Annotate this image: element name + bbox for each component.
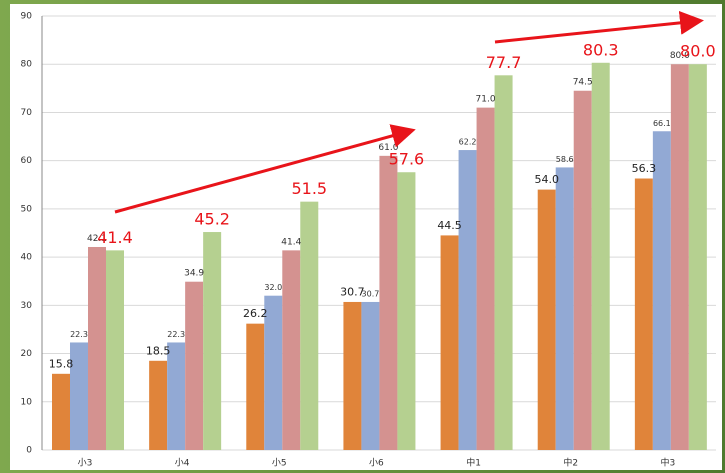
value-label: 71.0	[476, 95, 496, 105]
y-tick-label: 20	[21, 349, 33, 359]
value-label: 54.0	[534, 173, 559, 186]
labels: 0102030405060708090小315.822.342.141.4小41…	[21, 12, 716, 469]
y-tick-label: 10	[21, 397, 33, 407]
bar	[300, 201, 319, 450]
value-label: 34.9	[184, 269, 204, 279]
value-label: 22.3	[167, 330, 185, 339]
x-tick-label: 小5	[272, 458, 287, 469]
value-label: 30.7	[340, 285, 365, 298]
x-tick-label: 中1	[466, 457, 481, 469]
y-tick-label: 60	[21, 156, 33, 166]
bar	[688, 64, 707, 450]
bar	[361, 301, 380, 450]
trend-arrow	[114, 124, 416, 214]
bar	[167, 342, 186, 450]
bar	[652, 131, 671, 451]
trend-arrow	[494, 10, 704, 44]
value-label: 61.0	[378, 143, 398, 153]
value-label: 30.7	[362, 289, 380, 298]
value-label: 42.1	[87, 234, 107, 244]
bars	[52, 62, 707, 451]
value-label: 74.5	[573, 78, 593, 88]
value-label: 41.4	[97, 228, 133, 247]
bar	[555, 167, 574, 450]
bar	[634, 178, 653, 450]
x-tick-label: 小3	[78, 458, 93, 469]
value-label: 51.5	[291, 179, 327, 198]
value-label: 26.2	[243, 307, 268, 320]
x-tick-label: 中3	[660, 457, 675, 469]
y-tick-label: 30	[21, 301, 33, 311]
value-label: 44.5	[437, 219, 462, 232]
bar	[397, 172, 416, 451]
value-label: 66.1	[653, 119, 671, 128]
y-tick-label: 40	[21, 253, 33, 263]
bar	[458, 150, 477, 450]
y-tick-label: 0	[26, 446, 32, 456]
bar	[591, 62, 610, 451]
value-label: 32.0	[264, 283, 282, 292]
bar	[203, 232, 222, 450]
y-tick-label: 80	[21, 60, 33, 70]
value-label: 22.3	[70, 330, 88, 339]
value-label: 57.6	[389, 150, 425, 169]
bar	[149, 360, 168, 450]
x-tick-label: 小6	[369, 458, 384, 469]
y-tick-label: 90	[21, 12, 33, 22]
value-label: 41.4	[281, 237, 301, 247]
bar	[343, 301, 362, 450]
bar	[494, 75, 513, 451]
bar	[88, 246, 106, 450]
value-label: 45.2	[194, 210, 230, 229]
y-tick-label: 70	[21, 108, 33, 118]
bar	[440, 235, 459, 450]
bar	[476, 107, 495, 450]
value-label: 62.2	[459, 138, 477, 147]
value-label: 15.8	[49, 357, 74, 370]
value-label: 58.6	[556, 155, 574, 164]
value-label: 18.5	[146, 344, 171, 357]
bar	[573, 90, 592, 450]
bar	[106, 250, 124, 450]
bar	[246, 323, 265, 450]
value-label: 80.3	[583, 40, 619, 59]
bar	[282, 250, 301, 450]
bar	[264, 295, 283, 450]
bar	[670, 64, 689, 450]
x-tick-label: 中2	[563, 457, 578, 469]
bar	[537, 189, 556, 450]
y-tick-label: 50	[21, 204, 33, 214]
value-label: 56.3	[632, 162, 657, 175]
bar	[70, 342, 88, 450]
value-label: 77.7	[486, 53, 522, 72]
value-label: 80.0	[670, 51, 690, 61]
bar	[185, 281, 204, 450]
bar	[52, 373, 70, 450]
x-tick-label: 小4	[175, 458, 190, 469]
value-label: 80.0	[680, 42, 716, 61]
bar	[379, 155, 398, 450]
